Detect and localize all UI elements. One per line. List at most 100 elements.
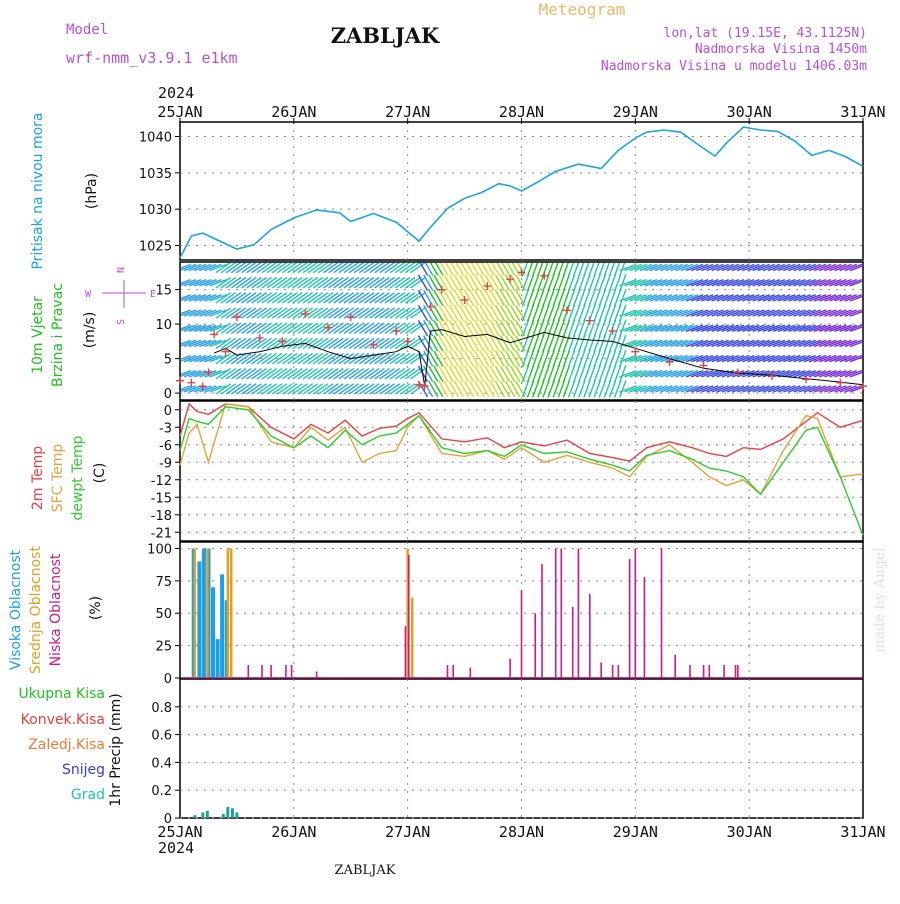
wind-arrow <box>808 263 827 272</box>
wind-arrow <box>183 324 202 332</box>
wind-arrow <box>598 334 607 353</box>
wind-arrow <box>188 309 207 317</box>
wind-arrow <box>292 352 308 365</box>
wind-arrow <box>183 339 202 348</box>
wind-arrow <box>235 322 252 334</box>
wind-arrow <box>225 337 242 350</box>
wind-arrow <box>230 276 247 289</box>
wind-arrow <box>183 278 202 287</box>
wind-arrow <box>220 263 237 274</box>
wind-arrow <box>261 263 278 274</box>
wind-arrow <box>220 307 237 319</box>
wind-arrow <box>829 324 847 332</box>
wind-arrow <box>844 309 862 317</box>
y-tick-label-precip: 0 <box>164 812 172 827</box>
wind-arrow <box>542 319 550 337</box>
wind-arrow <box>417 380 429 398</box>
wind-arrow <box>241 276 257 289</box>
wind-arrow <box>819 294 837 302</box>
wind-arrow <box>215 263 231 274</box>
wind-arrow <box>696 263 714 272</box>
elevation-label: Nadmorska Visina 1450m <box>695 42 867 57</box>
wind-arrow <box>767 294 786 302</box>
wind-arrow <box>588 365 596 383</box>
wind-arrow <box>767 324 786 332</box>
wind-arrow <box>757 370 775 378</box>
wind-arrow <box>747 339 765 348</box>
wind-arrow <box>389 368 406 380</box>
wind-arrow <box>225 276 242 289</box>
wind-arrow <box>849 280 862 287</box>
wind-arrow <box>619 370 637 378</box>
wind-arrow <box>423 289 434 307</box>
wind-arrow <box>353 322 370 334</box>
wind-arrow <box>752 339 770 348</box>
wind-arrow <box>562 319 571 337</box>
wind-arrow <box>251 352 267 365</box>
wind-arrow <box>404 352 421 365</box>
wind-arrow <box>634 370 653 378</box>
wind-arrow <box>204 294 222 302</box>
wind-arrow <box>215 276 232 289</box>
wind-arrow <box>721 370 740 378</box>
wind-arrow <box>266 276 283 289</box>
compass-south-label: S <box>116 319 127 325</box>
wind-arrow <box>824 339 842 348</box>
wind-arrow <box>469 320 480 337</box>
wind-arrow <box>696 354 714 363</box>
wind-arrow <box>510 335 521 352</box>
wind-arrow <box>453 289 465 307</box>
precip-legend-item: Konvek.Kisa <box>21 712 105 728</box>
wind-arrow <box>266 352 283 365</box>
wind-arrow <box>348 352 365 365</box>
wind-arrow <box>251 263 267 274</box>
wind-arrow <box>737 354 755 363</box>
wind-arrow <box>338 383 354 395</box>
wind-arrow <box>557 334 566 353</box>
wind-arrow <box>297 368 313 380</box>
wind-arrow <box>788 354 806 363</box>
wind-arrow <box>701 294 719 302</box>
wind-arrow <box>261 276 278 289</box>
wind-arrow <box>696 339 714 348</box>
wind-arrow <box>844 324 862 332</box>
wind-arrow <box>448 320 459 337</box>
labels-layer: Pritisak na nivou mora (hPa) 10m Vjetar Brz… <box>8 112 156 806</box>
wind-arrow <box>665 385 683 393</box>
wind-arrow <box>287 352 303 365</box>
wind-arrow <box>215 368 232 380</box>
wind-arrow <box>282 383 298 395</box>
wind-arrow <box>767 263 786 272</box>
wind-arrow <box>593 380 601 398</box>
wind-arrow <box>726 278 745 287</box>
meteogram-label: Meteogram <box>539 0 626 19</box>
wind-gust-marker <box>460 295 469 304</box>
mid-cloud-bar <box>226 548 230 678</box>
wind-gust-marker <box>420 382 429 391</box>
wind-arrow <box>542 380 550 398</box>
wind-arrow <box>443 289 454 307</box>
wind-arrow <box>588 380 596 398</box>
wind-arrow <box>448 365 459 382</box>
wind-arrow <box>619 349 627 368</box>
wind-arrow <box>246 292 262 304</box>
wind-arrow <box>458 380 470 398</box>
wind-arrow <box>364 337 380 350</box>
wind-arrow <box>494 380 506 398</box>
wind-arrow <box>399 352 416 365</box>
wind-arrow <box>428 365 439 382</box>
low-cloud-bar <box>560 548 563 678</box>
wind-arrow <box>246 276 262 289</box>
y-tick-label-wind: 15 <box>155 284 172 299</box>
y-tick-label-clouds: 50 <box>155 607 172 622</box>
wind-arrow <box>343 337 360 350</box>
wind-arrow <box>762 324 781 332</box>
precip-bar <box>230 808 234 818</box>
wind-gust-marker <box>210 330 219 339</box>
wind-arrow <box>364 383 380 395</box>
wind-arrow <box>499 289 511 307</box>
wind-arrow <box>655 385 673 393</box>
wind-arrow <box>603 263 610 277</box>
wind-arrow <box>824 385 842 393</box>
wind-arrow <box>624 385 642 393</box>
